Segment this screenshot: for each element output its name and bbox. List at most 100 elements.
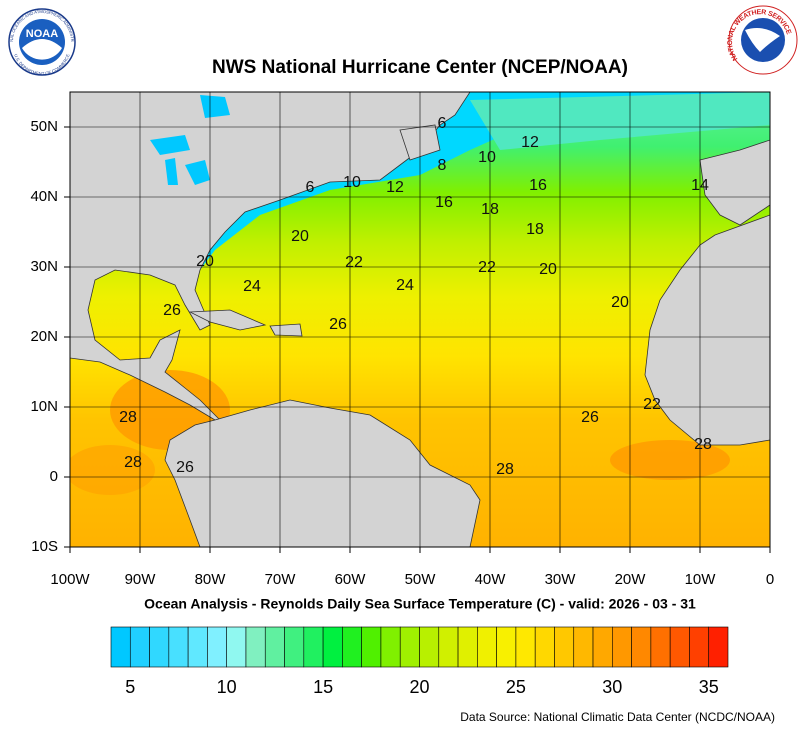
contour-label: 10: [343, 174, 361, 191]
contour-label: 20: [291, 228, 309, 245]
contour-label: 12: [386, 179, 404, 196]
colorbar-label: 15: [313, 677, 333, 697]
color-box: [477, 626, 497, 668]
color-box: [457, 626, 478, 668]
color-box: [361, 626, 382, 668]
contour-label: 14: [691, 177, 709, 194]
color-box: [207, 626, 227, 668]
color-box: [554, 626, 575, 668]
map: [70, 92, 770, 547]
cool-water: [470, 92, 770, 150]
x-tick-label: 20W: [615, 571, 647, 588]
colorbar-label: 10: [217, 677, 237, 697]
x-tick-label: 30W: [545, 571, 577, 588]
caption: Ocean Analysis - Reynolds Daily Sea Surf…: [144, 596, 696, 612]
contour-label: 22: [643, 396, 661, 413]
color-box: [708, 626, 729, 668]
color-box: [187, 626, 208, 668]
contour-label: 6: [306, 179, 315, 196]
colorbar-label: 5: [125, 677, 135, 697]
great-lakes: [150, 95, 230, 185]
nws-logo: NATIONAL WEATHER SERVICE: [727, 5, 798, 75]
color-box: [689, 626, 710, 668]
contour-label: 26: [329, 316, 347, 333]
contour-label: 20: [611, 294, 629, 311]
contour-label: 22: [478, 259, 496, 276]
y-tick-label: 30N: [30, 258, 58, 275]
contour-label: 26: [163, 302, 181, 319]
contour-label: 28: [119, 409, 137, 426]
color-box: [264, 626, 285, 668]
contour-label: 8: [438, 157, 447, 174]
color-box: [650, 626, 671, 668]
color-box: [168, 626, 189, 668]
contour-label: 12: [521, 134, 539, 151]
map-frame: [69, 91, 771, 548]
hispaniola: [269, 323, 303, 337]
x-tick-label: 70W: [265, 571, 297, 588]
south-america: [164, 399, 481, 547]
warm-water: [610, 440, 730, 480]
contour-label: 20: [539, 261, 557, 278]
y-tick-label: 10S: [31, 538, 58, 555]
colorbar-label: 20: [409, 677, 429, 697]
x-tick-label: 100W: [50, 571, 90, 588]
contour-label: 22: [345, 254, 363, 271]
contour-label: 16: [529, 177, 547, 194]
warm-water: [70, 445, 155, 495]
x-tick-label: 80W: [195, 571, 227, 588]
y-tick-label: 0: [50, 468, 58, 485]
contour-label: 28: [124, 454, 142, 471]
color-box: [342, 626, 362, 668]
color-box: [110, 626, 131, 668]
noaa-logo: NOAA NATIONAL OCEANIC AND ATMOSPHERIC AD…: [0, 0, 76, 76]
source: Data Source: National Climatic Data Cent…: [460, 710, 775, 724]
color-box: [226, 626, 247, 668]
x-tick-label: 90W: [125, 571, 157, 588]
color-box: [669, 626, 690, 668]
contour-label: 24: [243, 278, 261, 295]
color-box: [438, 626, 459, 668]
y-tick-label: 10N: [30, 398, 58, 415]
x-tick-label: 0: [766, 571, 774, 588]
color-box: [515, 626, 536, 668]
contour-labels: 6 12 8 10 16 14 6 10 12 16 18 18 20 20 22 22 20 24 24 20 26 2…: [119, 115, 712, 478]
x-tick-label: 60W: [335, 571, 367, 588]
color-box: [592, 626, 613, 668]
europe: [699, 139, 770, 226]
colorbar-label: 25: [506, 677, 526, 697]
y-tick-label: 50N: [30, 118, 58, 135]
contour-label: 18: [526, 221, 544, 238]
color-box: [129, 626, 150, 668]
color-box: [419, 626, 440, 668]
color-box: [573, 626, 594, 668]
color-box: [612, 626, 632, 668]
contour-label: 16: [435, 194, 453, 211]
cuba: [188, 309, 267, 331]
contour-label: 26: [176, 459, 194, 476]
title: NWS National Hurricane Center (NCEP/NOAA…: [212, 57, 628, 78]
contour-label: 24: [396, 277, 414, 294]
x-tick-label: 40W: [475, 571, 507, 588]
africa: [644, 214, 770, 446]
color-box: [149, 626, 170, 668]
color-box: [284, 626, 305, 668]
colorbar-label: 30: [602, 677, 622, 697]
contour-label: 28: [694, 436, 712, 453]
noaa-text: NOAA: [26, 28, 58, 40]
colorbar: 5 10 15 20 25 30 35: [110, 626, 729, 697]
color-box: [380, 626, 401, 668]
contour-label: 20: [196, 253, 214, 270]
grid: 100W 90W 80W 70W 60W 50W 40W 30W 20W 10W 0 50N 40N 30…: [30, 92, 774, 588]
contour-label: 26: [581, 409, 599, 426]
color-box: [496, 626, 517, 668]
color-box: [399, 626, 420, 668]
color-box: [245, 626, 266, 668]
color-box: [303, 626, 324, 668]
color-box: [631, 626, 652, 668]
contour-label: 28: [496, 461, 514, 478]
colorbar-label: 35: [699, 677, 719, 697]
color-box: [534, 626, 555, 668]
contour-label: 6: [438, 115, 447, 132]
x-tick-label: 10W: [685, 571, 717, 588]
